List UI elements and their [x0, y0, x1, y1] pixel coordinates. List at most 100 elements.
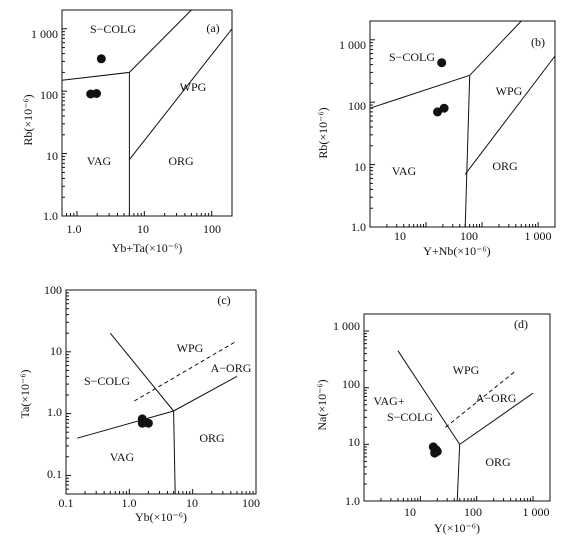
x-tick-label: 100: [203, 222, 221, 236]
region-label: ORG: [168, 154, 194, 168]
region-label: VAG+: [373, 394, 404, 408]
plot-frame: [363, 313, 551, 502]
dashed-boundary-line: [134, 340, 238, 402]
boundary-line: [469, 20, 522, 76]
y-tick-label: 1 000: [333, 319, 360, 333]
panel-b: 10 100 1 000 1.0 10 100 1 000 Y+Nb(×10⁻⁶…: [316, 20, 556, 258]
y-tick-label: 10: [348, 435, 360, 449]
panel-label: (b): [531, 35, 545, 49]
y-tick-label: 1.0: [351, 220, 366, 234]
sample-point: [437, 58, 447, 68]
y-axis-label: Rb(×10⁻⁶): [316, 107, 330, 158]
y-tick-label: 1 000: [31, 27, 58, 41]
tick-marks: [65, 289, 257, 495]
y-tick-label: 1.0: [345, 494, 360, 508]
region-label: WPG: [496, 84, 523, 98]
x-axis-label: Y(×10⁻⁶): [434, 521, 480, 535]
boundary-line: [173, 410, 176, 495]
y-tick-label: 10: [354, 160, 366, 174]
boundary-line: [397, 350, 461, 445]
plot-frame: [369, 20, 556, 228]
region-label: WPG: [180, 80, 207, 94]
panel-d: 10 100 1 000 1.0 10 100 1 000 Y(×10⁻⁶) N…: [315, 313, 551, 535]
dashed-boundary-line: [445, 370, 517, 428]
region-label: S−COLG: [90, 22, 136, 36]
boundary-line: [456, 444, 461, 502]
boundary-line: [459, 392, 534, 445]
region-label: ORG: [199, 431, 225, 445]
sample-point: [92, 89, 101, 98]
panel-c: 0.1 1.0 10 100 0.1 1.0 10 100 Yb(×10⁻⁶) …: [18, 283, 260, 524]
boundary-lines: [397, 350, 534, 502]
boundary-line: [77, 410, 174, 439]
x-tick-label: 100: [460, 229, 478, 243]
region-label: VAG: [110, 450, 135, 464]
sample-point: [96, 54, 106, 64]
region-label: WPG: [453, 363, 480, 377]
boundary-line: [464, 55, 556, 175]
y-tick-label: 1 000: [339, 38, 366, 52]
region-label: A−ORG: [211, 361, 252, 375]
panel-label: (d): [514, 317, 528, 331]
boundary-lines: [61, 9, 233, 216]
x-tick-label: 10: [137, 222, 149, 236]
panel-a: 1.0 10 100 1.0 10 100 1 000 Yb+Ta(×10⁻⁶)…: [21, 9, 233, 255]
boundary-line: [109, 332, 174, 412]
sample-point: [439, 103, 449, 113]
x-axis-label: Yb(×10⁻⁶): [135, 510, 187, 524]
boundary-line: [464, 75, 471, 228]
y-tick-label: 0.1: [47, 467, 62, 481]
x-axis-label: Yb+Ta(×10⁻⁶): [112, 241, 183, 255]
x-tick-label: 10: [186, 496, 198, 510]
plot-frame: [61, 9, 233, 217]
x-axis-label: Y+Nb(×10⁻⁶): [423, 244, 490, 258]
region-label: S−COLG: [389, 50, 435, 64]
y-tick-label: 10: [46, 149, 58, 163]
plot-frame: [65, 289, 257, 495]
region-label: VAG: [392, 164, 417, 178]
y-tick-label: 100: [40, 88, 58, 102]
region-label: ORG: [492, 159, 518, 173]
x-tick-label: 10: [404, 505, 416, 519]
sample-point: [431, 445, 441, 455]
region-label: WPG: [177, 341, 204, 355]
y-tick-label: 1.0: [47, 405, 62, 419]
tick-marks: [61, 9, 233, 217]
region-label: VAG: [87, 154, 112, 168]
y-tick-label: 100: [348, 99, 366, 113]
tick-marks: [363, 313, 551, 502]
x-tick-label: 1 000: [523, 505, 550, 519]
y-tick-label: 100: [44, 283, 62, 297]
x-tick-label: 1 000: [525, 229, 552, 243]
data-points: [433, 58, 449, 117]
y-axis-label: Na(×10⁻⁶): [315, 379, 329, 430]
panel-label: (c): [217, 293, 230, 307]
y-tick-label: 100: [342, 377, 360, 391]
region-label: S−COLG: [387, 410, 433, 424]
panel-label: (a): [206, 21, 219, 35]
boundary-line: [369, 74, 470, 109]
x-tick-label: 10: [394, 229, 406, 243]
data-points: [428, 442, 442, 458]
sample-point: [433, 107, 442, 117]
y-tick-label: 10: [50, 344, 62, 358]
x-tick-label: 100: [242, 496, 260, 510]
region-label: ORG: [485, 455, 511, 469]
boundary-line: [61, 71, 130, 81]
tick-marks: [369, 20, 556, 228]
boundary-line: [129, 9, 192, 73]
sample-point: [143, 418, 153, 428]
boundary-line: [173, 375, 238, 412]
y-tick-label: 1.0: [43, 209, 58, 223]
region-label: S−COLG: [84, 374, 130, 388]
data-points: [86, 54, 106, 99]
y-axis-label: Rb(×10⁻⁶): [21, 94, 35, 145]
region-label: A−ORG: [476, 391, 517, 405]
data-points: [137, 414, 153, 428]
boundary-lines: [369, 20, 556, 228]
boundary-line: [129, 28, 233, 160]
x-tick-label: 1.0: [67, 222, 82, 236]
x-tick-label: 0.1: [59, 496, 74, 510]
